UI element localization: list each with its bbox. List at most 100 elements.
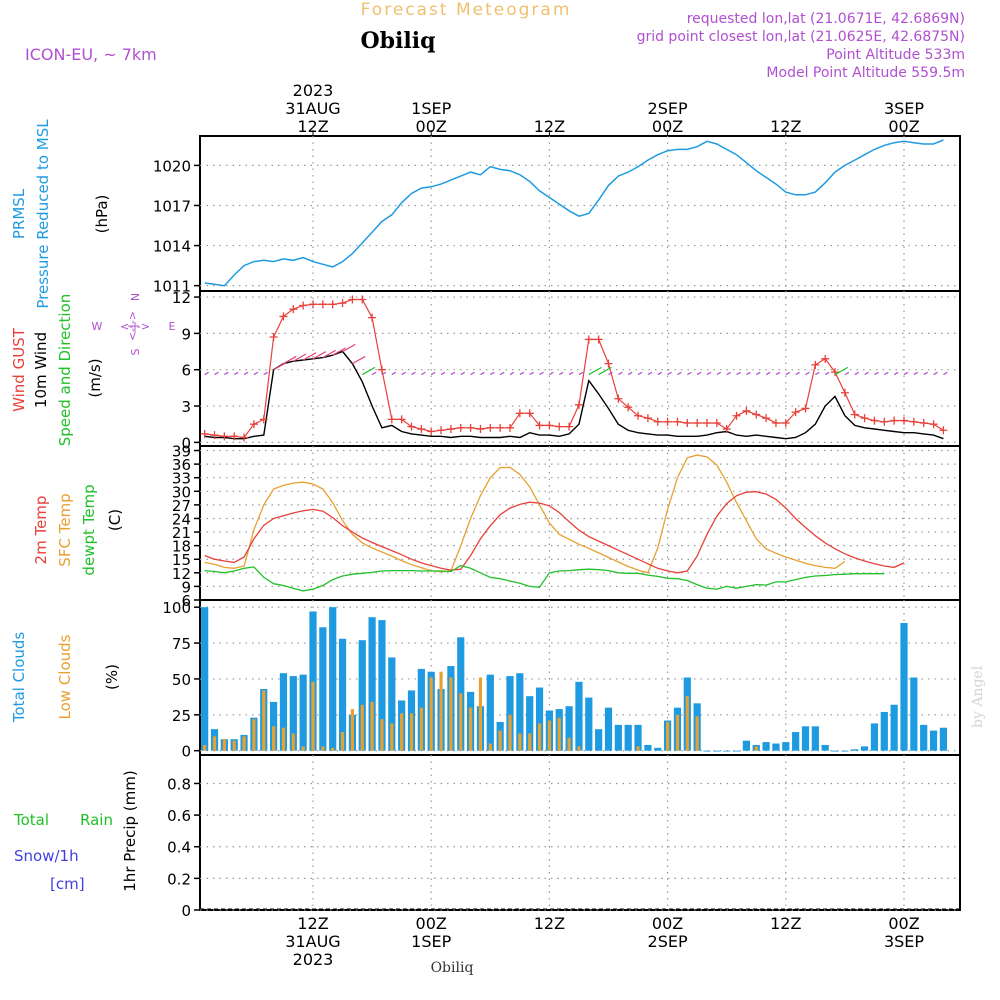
wind-gust-marker xyxy=(594,335,603,344)
low-cloud-bar xyxy=(242,736,246,751)
total-cloud-bar xyxy=(654,747,662,751)
wind-direction-arrow xyxy=(726,371,731,376)
total-cloud-bar xyxy=(506,676,514,751)
wind-direction-arrow xyxy=(440,371,446,376)
low-cloud-bar xyxy=(459,693,463,751)
low-cloud-bar xyxy=(311,681,315,751)
wind-direction-arrow xyxy=(470,371,475,376)
bottom-time-label: 12Z xyxy=(770,914,801,933)
wind-direction-arrow xyxy=(706,371,712,376)
wind-direction-arrow xyxy=(391,371,397,376)
info-point-altitude: Point Altitude 533m xyxy=(826,47,965,63)
wind-gust-marker xyxy=(328,300,337,309)
wind-direction-arrow xyxy=(490,371,495,376)
precip-label-cm: [cm] xyxy=(50,875,85,893)
clouds-ytick-label: 0 xyxy=(181,743,191,761)
wind-direction-arrow xyxy=(785,371,791,376)
total-cloud-bar xyxy=(939,727,947,751)
wind-direction-arrow xyxy=(884,371,889,376)
wind-direction-arrow xyxy=(361,366,376,376)
top-time-label: 00Z xyxy=(652,117,683,136)
wind-gust-marker xyxy=(565,422,574,431)
wind-direction-arrow xyxy=(332,347,346,356)
low-cloud-bar xyxy=(478,677,483,751)
bottom-time-label: 12Z xyxy=(534,914,565,933)
clouds-ytick-label: 100 xyxy=(162,599,191,617)
low-cloud-bar xyxy=(380,719,384,751)
wind-gust-marker xyxy=(427,427,436,436)
total-cloud-bar xyxy=(358,640,366,751)
wind-direction-arrow xyxy=(302,352,317,361)
low-cloud-bar xyxy=(636,746,640,751)
info-model-altitude: Model Point Altitude 559.5m xyxy=(766,65,965,81)
low-cloud-bar xyxy=(301,746,305,751)
pressure-panel-labels: PRMSL Pressure Reduced to MSL (hPa) xyxy=(10,119,111,309)
precip-ytick-label: 0.8 xyxy=(167,775,191,793)
wind-gust-marker xyxy=(555,422,564,431)
precip-label-snow: Snow/1h xyxy=(14,847,79,865)
wind-direction-arrow xyxy=(342,343,356,353)
low-cloud-bar xyxy=(488,743,492,751)
total-cloud-bar xyxy=(595,729,603,751)
wind-gust-marker xyxy=(860,414,869,423)
wind-direction-arrow xyxy=(293,353,307,362)
cloud-label-unit: (%) xyxy=(103,664,121,690)
wind-direction-arrow xyxy=(588,366,602,376)
wind-gust-marker xyxy=(840,388,849,397)
wind-direction-arrow xyxy=(214,371,219,376)
total-cloud-bar xyxy=(732,750,741,752)
wind-direction-arrow xyxy=(716,371,722,376)
wind-direction-arrow xyxy=(677,371,682,376)
top-time-label: 12Z xyxy=(297,117,328,136)
low-cloud-bar xyxy=(518,733,522,751)
total-cloud-bar xyxy=(782,742,790,751)
low-cloud-bar xyxy=(281,727,286,751)
total-cloud-bar xyxy=(801,726,810,751)
total-cloud-bar xyxy=(319,627,327,751)
wind-direction-arrow xyxy=(263,371,269,376)
temperature-ytick-label: 9 xyxy=(181,578,191,596)
temperature-ytick-label: 27 xyxy=(172,497,191,515)
wind-direction-arrow xyxy=(411,371,416,376)
pressure-ytick-label: 1011 xyxy=(153,278,191,296)
wind-ytick-label: 0 xyxy=(181,434,191,452)
dewpt-temp-line xyxy=(204,564,885,592)
wind-direction-arrow xyxy=(667,371,672,376)
low-cloud-bar xyxy=(429,677,433,751)
low-cloud-bar xyxy=(419,707,423,751)
low-cloud-bar xyxy=(370,701,374,751)
wind-gust-marker xyxy=(220,432,229,441)
wind-direction-arrow xyxy=(834,366,849,376)
low-cloud-bar xyxy=(203,744,207,751)
wind-gust-marker xyxy=(466,423,475,432)
temperature-ytick-label: 6 xyxy=(181,592,191,610)
wind-gust-marker xyxy=(771,418,780,427)
wind-direction-arrow xyxy=(204,371,209,376)
low-cloud-bar xyxy=(400,713,404,751)
precip-ytick-label: 0.6 xyxy=(167,807,191,825)
wind-gust-marker xyxy=(525,409,534,418)
wind-gust-marker xyxy=(604,359,613,368)
wind-direction-arrow xyxy=(460,371,466,376)
total-cloud-bar xyxy=(299,674,307,751)
total-cloud-bar xyxy=(378,620,386,751)
low-cloud-bar xyxy=(695,716,699,751)
wind-gust-marker xyxy=(358,295,367,304)
wind-direction-arrow xyxy=(755,371,761,376)
total-cloud-bar xyxy=(368,617,376,751)
wind-label-10m: 10m Wind xyxy=(32,332,50,408)
wind-direction-arrow xyxy=(687,371,692,376)
low-cloud-bar xyxy=(350,709,354,751)
temperature-ytick-label: 15 xyxy=(172,551,191,569)
wind-gust-marker xyxy=(929,420,938,429)
wind-gust-marker xyxy=(269,333,278,342)
wind-gust-marker xyxy=(289,305,298,314)
wind-direction-arrow xyxy=(765,371,771,376)
wind-direction-arrow xyxy=(775,371,781,376)
wind-gust-marker xyxy=(939,426,948,435)
wind-gust-marker xyxy=(456,423,465,432)
total-cloud-bar xyxy=(634,724,642,751)
wind-direction-arrow xyxy=(224,371,229,376)
wind-gust-marker xyxy=(545,421,554,430)
bottom-time-label: 00Z xyxy=(416,914,447,933)
